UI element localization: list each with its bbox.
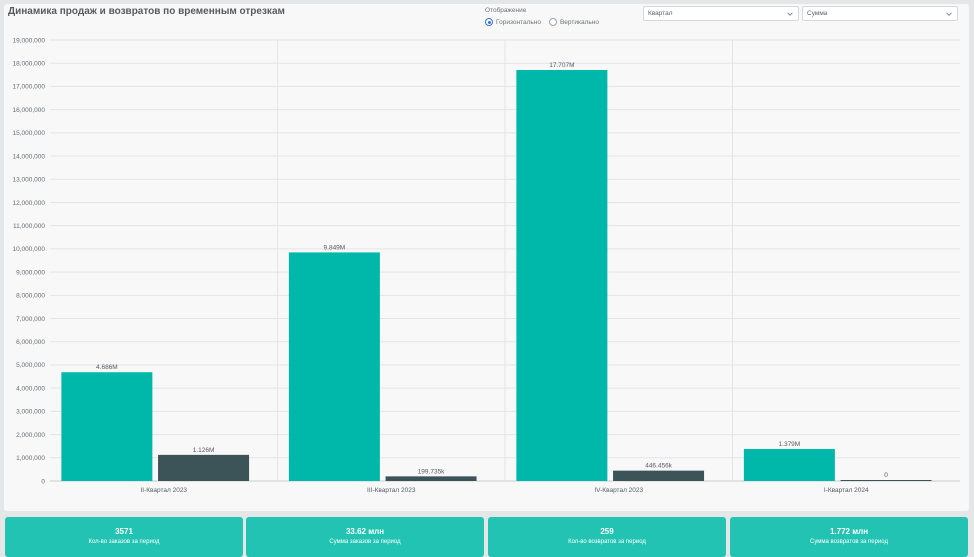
kpi-value: 33.62 млн [345,527,385,536]
kpi-label: Сумма возвратов за период [810,539,888,545]
bar-data-label: 17.707M [549,62,574,69]
chevron-down-icon [946,12,952,16]
x-tick-label: II-Квартал 2023 [140,487,187,494]
kpi-label: Кол-во заказов за период [88,539,160,545]
y-tick-label: 2,000,000 [16,432,45,439]
x-tick-label: III-Квартал 2023 [367,487,416,494]
y-tick-label: 12,000,000 [12,200,45,207]
kpi-returns-sum: 1.772 млн Сумма возвратов за период [730,517,968,557]
y-tick-label: 14,000,000 [12,153,45,160]
bar-data-label: 1.126M [193,447,215,454]
bar [385,476,477,481]
bar [516,70,608,482]
bar-chart: 0 1,000,000 2,000,000 3,000,000 4,000,000 5,0… [12,37,960,494]
y-tick-label: 11,000,000 [13,223,45,230]
bar-data-label: 9.849M [324,244,346,251]
bar [288,252,380,481]
bar-data-label: 0 [884,472,888,479]
orientation-radio-group: Горизонтально Вертикально [485,18,599,26]
bar [61,372,153,481]
kpi-label: Сумма заказов за период [329,539,401,545]
kpi-orders-count: 3571 Кол-во заказов за период [5,517,243,557]
bar [158,454,250,481]
y-tick-label: 6,000,000 [16,339,45,346]
kpi-label: Кол-во возвратов за период [568,539,646,545]
y-tick-label: 8,000,000 [16,293,45,300]
y-tick-label: 18,000,000 [12,61,45,68]
y-tick-label: 9,000,000 [16,269,45,276]
x-tick-label: IV-Квартал 2023 [594,487,643,494]
metric-select-value: Сумма [807,10,828,17]
chart-panel [4,4,969,511]
x-tick-label: I-Квартал 2024 [824,487,869,494]
orientation-horizontal-option[interactable]: Горизонтально [485,18,541,26]
bar-data-label: 4.686M [96,364,118,371]
bar [743,448,835,481]
chevron-down-icon [787,12,793,16]
y-tick-label: 17,000,000 [12,84,45,91]
kpi-value: 1.772 млн [829,527,869,536]
period-select-value: Квартал [648,10,673,17]
y-tick-label: 3,000,000 [16,409,45,416]
y-tick-label: 15,000,000 [12,130,45,137]
kpi-value: 259 [600,527,614,536]
period-select[interactable]: Квартал [643,6,799,21]
radio-unchecked-icon[interactable] [548,18,557,26]
orientation-label: Отображение [485,7,527,14]
radio-checked-icon[interactable] [485,18,493,26]
metric-select[interactable]: Сумма [802,6,958,21]
bar-data-label: 1.379M [779,441,801,448]
bar [840,480,932,481]
orientation-vertical-label: Вертикально [559,18,599,26]
bar-data-label: 446.456k [645,463,672,470]
chart-title: Динамика продаж и возвратов по временным… [8,6,285,17]
y-tick-label: 13,000,000 [12,177,45,184]
orientation-horizontal-label: Горизонтально [496,18,541,26]
kpi-value: 3571 [115,527,133,536]
y-tick-label: 1,000,000 [16,455,45,462]
orientation-vertical-option[interactable]: Вертикально [548,18,599,26]
y-tick-label: 7,000,000 [16,316,45,323]
y-tick-label: 4,000,000 [16,385,45,392]
y-tick-label: 5,000,000 [16,362,45,369]
bar [613,470,705,481]
kpi-orders-sum: 33.62 млн Сумма заказов за период [246,517,484,557]
bar-data-label: 199.735k [418,468,445,475]
y-tick-label: 16,000,000 [12,107,45,114]
y-tick-label: 0 [41,478,45,485]
kpi-returns-count: 259 Кол-во возвратов за период [488,517,726,557]
y-tick-label: 10,000,000 [12,246,45,253]
y-tick-label: 19,000,000 [12,37,45,44]
